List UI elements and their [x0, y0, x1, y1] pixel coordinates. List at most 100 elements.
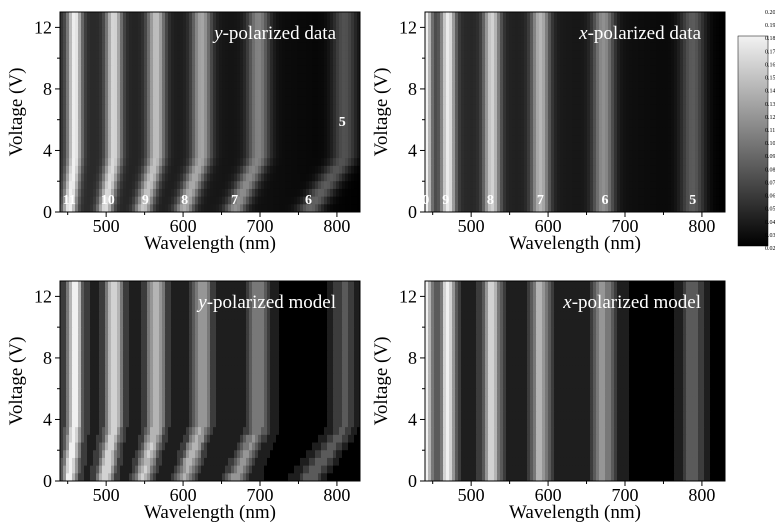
heatmap-cell — [114, 135, 118, 144]
heatmap-cell — [497, 27, 501, 36]
heatmap-cell — [674, 73, 678, 82]
heatmap-cell — [222, 119, 226, 128]
heatmap-cell — [261, 42, 265, 52]
heatmap-cell — [240, 127, 244, 136]
heatmap-cell — [575, 119, 579, 128]
heatmap-cell — [545, 12, 549, 21]
heatmap-cell — [608, 73, 612, 82]
heatmap-cell — [225, 150, 229, 159]
heatmap-cell — [683, 12, 687, 21]
heatmap-cell — [240, 73, 244, 82]
heatmap-cell — [156, 50, 160, 59]
heatmap-cell — [524, 50, 528, 59]
heatmap-cell — [608, 96, 612, 105]
heatmap-cell — [461, 58, 465, 67]
heatmap-cell — [650, 158, 654, 167]
heatmap-cell — [273, 65, 277, 75]
heatmap-cell — [602, 12, 606, 21]
heatmap-cell — [653, 181, 657, 190]
heatmap-cell — [551, 12, 555, 21]
heatmap-cell — [614, 119, 618, 128]
heatmap-cell — [153, 27, 157, 36]
heatmap-cell — [243, 73, 247, 82]
heatmap-cell — [318, 19, 322, 28]
heatmap-cell — [135, 88, 139, 98]
heatmap-cell — [192, 65, 196, 75]
heatmap-cell — [219, 12, 223, 21]
heatmap-cell — [315, 27, 319, 36]
heatmap-cell — [198, 58, 202, 67]
heatmap-cell — [554, 165, 558, 175]
heatmap-cell — [240, 196, 244, 205]
heatmap-cell — [551, 158, 555, 167]
heatmap-cell — [231, 158, 235, 167]
heatmap-cell — [270, 188, 274, 198]
heatmap-cell — [614, 50, 618, 59]
heatmap-cell — [318, 35, 322, 44]
heatmap-cell — [186, 35, 190, 44]
heatmap-cell — [443, 173, 447, 182]
heatmap-cell — [653, 50, 657, 59]
heatmap-cell — [686, 88, 690, 98]
heatmap-cell — [542, 112, 546, 121]
heatmap-cell — [333, 119, 337, 128]
heatmap-cell — [300, 158, 304, 167]
heatmap-cell — [60, 188, 64, 198]
heatmap-cell — [108, 196, 112, 205]
heatmap-cell — [312, 65, 316, 75]
heatmap-cell — [494, 150, 498, 159]
heatmap-cell — [252, 73, 256, 82]
heatmap-cell — [509, 181, 513, 190]
heatmap-cell — [539, 158, 543, 167]
heatmap-cell — [512, 127, 516, 136]
heatmap-cell — [144, 65, 148, 75]
heatmap-ydata — [60, 12, 360, 212]
heatmap-cell — [560, 65, 564, 75]
heatmap-cell — [204, 142, 208, 152]
heatmap-cell — [527, 42, 531, 52]
heatmap-cell — [300, 65, 304, 75]
heatmap-cell — [506, 81, 510, 90]
heatmap-cell — [674, 165, 678, 175]
heatmap-cell — [87, 42, 91, 52]
heatmap-cell — [285, 104, 289, 113]
heatmap-cell — [267, 42, 271, 52]
heatmap-cell — [563, 173, 567, 182]
heatmap-cell — [279, 119, 283, 128]
heatmap-cell — [348, 165, 352, 175]
heatmap-cell — [434, 58, 438, 67]
heatmap-cell — [542, 35, 546, 44]
heatmap-cell — [168, 158, 172, 167]
heatmap-cell — [446, 173, 450, 182]
heatmap-cell — [69, 104, 73, 113]
heatmap-cell — [437, 127, 441, 136]
heatmap-cell — [719, 104, 723, 113]
heatmap-cell — [464, 104, 468, 113]
heatmap-cell — [464, 127, 468, 136]
heatmap-cell — [629, 104, 633, 113]
heatmap-cell — [530, 27, 534, 36]
heatmap-cell — [195, 12, 199, 21]
heatmap-cell — [647, 65, 651, 75]
heatmap-cell — [446, 19, 450, 28]
heatmap-cell — [656, 181, 660, 190]
heatmap-cell — [264, 150, 268, 159]
heatmap-cell — [524, 181, 528, 190]
heatmap-cell — [602, 42, 606, 52]
heatmap-cell — [237, 165, 241, 175]
heatmap-cell — [590, 58, 594, 67]
heatmap-cell — [132, 119, 136, 128]
heatmap-cell — [719, 127, 723, 136]
heatmap-cell — [69, 135, 73, 144]
heatmap-cell — [656, 150, 660, 159]
heatmap-cell — [111, 19, 115, 28]
heatmap-cell — [701, 65, 705, 75]
heatmap-cell — [114, 188, 118, 198]
heatmap-cell — [171, 19, 175, 28]
heatmap-cell — [449, 19, 453, 28]
heatmap-cell — [695, 27, 699, 36]
heatmap-cell — [189, 119, 193, 128]
heatmap-cell — [698, 181, 702, 190]
heatmap-cell — [144, 50, 148, 59]
heatmap-cell — [602, 50, 606, 59]
